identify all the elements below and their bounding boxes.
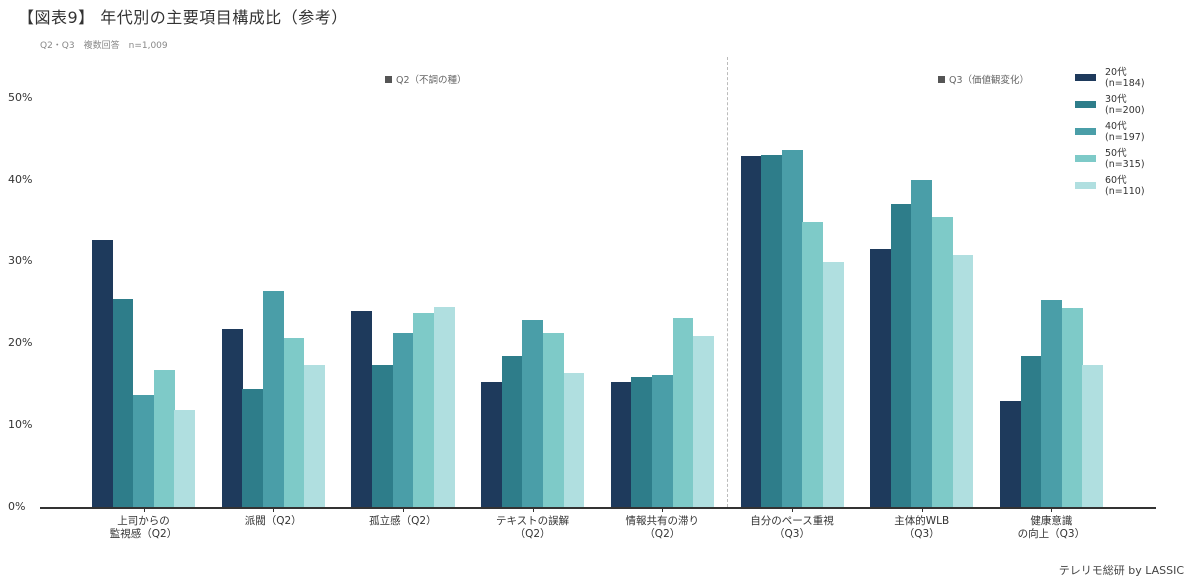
bar (1020, 356, 1042, 508)
x-category-label: 情報共有の滞り （Q2） (625, 515, 700, 540)
chart-title: 【図表9】 年代別の主要項目構成比（参考） (18, 8, 348, 27)
bar (1061, 308, 1083, 508)
section-label-q2: Q2（不調の種） (385, 72, 467, 86)
x-tick-mark (143, 508, 145, 512)
bar (652, 375, 673, 508)
section-divider (727, 57, 728, 507)
bar (781, 150, 803, 508)
bar (999, 401, 1021, 508)
bar (542, 333, 564, 508)
x-category-label: 主体的WLB （Q3） (894, 515, 950, 540)
bar (631, 376, 653, 508)
x-tick-mark (662, 508, 664, 512)
x-category-label: 健康意識 の向上（Q3） (1017, 515, 1086, 540)
bar (112, 299, 134, 508)
legend-label: 50代 (n=315) (1105, 147, 1145, 170)
chart-subtitle: Q2・Q3 複数回答 n=1,009 (40, 41, 168, 51)
bar (433, 306, 455, 508)
legend-item: 60代 (n=110) (1075, 172, 1145, 199)
square-icon (385, 76, 392, 83)
bar (740, 156, 762, 508)
x-tick-mark (532, 508, 534, 512)
bar (372, 364, 393, 508)
legend-swatch-icon (1075, 155, 1096, 162)
bar (1082, 365, 1104, 508)
bar (501, 356, 523, 508)
x-tick-mark (921, 508, 923, 512)
x-tick-mark (273, 508, 275, 512)
y-tick-label: 30% (8, 254, 33, 268)
x-tick-mark (402, 508, 404, 512)
legend-item: 20代 (n=184) (1075, 64, 1145, 91)
bar (174, 410, 196, 508)
x-tick-mark (792, 508, 793, 512)
section-label-q3-text: Q3（価値観変化） (949, 75, 1030, 86)
legend-label: 60代 (n=110) (1105, 174, 1145, 197)
y-tick-label: 50% (8, 91, 33, 104)
bar (802, 221, 824, 508)
bar (481, 382, 502, 508)
legend-item: 50代 (n=315) (1075, 145, 1145, 172)
bar (153, 370, 175, 508)
bar (890, 204, 912, 508)
bar (351, 311, 373, 508)
bar (932, 216, 953, 508)
y-tick-label: 0% (8, 499, 26, 513)
bar (1041, 299, 1062, 508)
section-label-q2-text: Q2（不調の種） (396, 75, 467, 86)
bar (761, 155, 782, 508)
bar (693, 335, 715, 508)
bar (242, 389, 264, 508)
bar (672, 317, 694, 508)
x-tick-mark (1051, 508, 1053, 512)
x-category-label: 自分のペース重視 （Q3） (750, 515, 834, 540)
bar (413, 313, 435, 508)
x-category-label: 孤立感（Q2） (369, 515, 437, 527)
legend-item: 30代 (n=200) (1075, 91, 1145, 118)
footer-credit: テレリモ総研 by LASSIC (1058, 564, 1184, 577)
x-category-label: 上司からの 監視感（Q2） (109, 515, 178, 540)
section-label-q3: Q3（価値観変化） (938, 72, 1029, 86)
bar (283, 338, 305, 508)
x-axis-line (40, 507, 1156, 509)
legend-swatch-icon (1075, 74, 1096, 81)
bar (522, 320, 544, 508)
legend-swatch-icon (1075, 128, 1096, 135)
bar (563, 372, 585, 508)
legend-label: 20代 (n=184) (1105, 66, 1145, 89)
bar (304, 365, 325, 508)
bar (610, 382, 632, 508)
bar (822, 261, 844, 508)
legend-swatch-icon (1075, 101, 1096, 108)
bar (911, 179, 933, 508)
bar (262, 290, 284, 508)
y-tick-label: 40% (8, 172, 33, 186)
legend: 20代 (n=184) 30代 (n=200) 40代 (n=197) 50代 (n=… (1075, 64, 1145, 199)
square-icon (938, 76, 945, 83)
x-category-label: 派閥（Q2） (244, 515, 302, 527)
bar (221, 329, 243, 508)
legend-label: 30代 (n=200) (1105, 93, 1145, 116)
legend-label: 40代 (n=197) (1105, 120, 1145, 143)
bar (870, 249, 892, 508)
bar (133, 394, 155, 508)
x-category-label: テキストの誤解 （Q2） (496, 515, 570, 540)
legend-item: 40代 (n=197) (1075, 118, 1145, 145)
legend-swatch-icon (1075, 182, 1096, 189)
y-tick-label: 10% (8, 417, 33, 431)
bar (392, 332, 414, 508)
y-tick-label: 20% (8, 336, 33, 350)
bar (92, 240, 113, 508)
bar (952, 255, 974, 508)
